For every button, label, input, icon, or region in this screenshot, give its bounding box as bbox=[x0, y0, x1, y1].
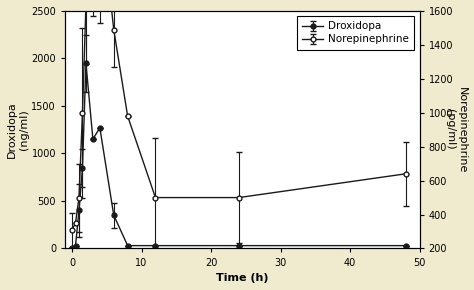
Y-axis label: Droxidopa
(ng/ml): Droxidopa (ng/ml) bbox=[7, 101, 28, 158]
X-axis label: Time (h): Time (h) bbox=[216, 273, 269, 283]
Legend: Droxidopa, Norepinephrine: Droxidopa, Norepinephrine bbox=[297, 16, 414, 50]
Y-axis label: Norepinephrine
(pg/ml): Norepinephrine (pg/ml) bbox=[446, 86, 467, 173]
